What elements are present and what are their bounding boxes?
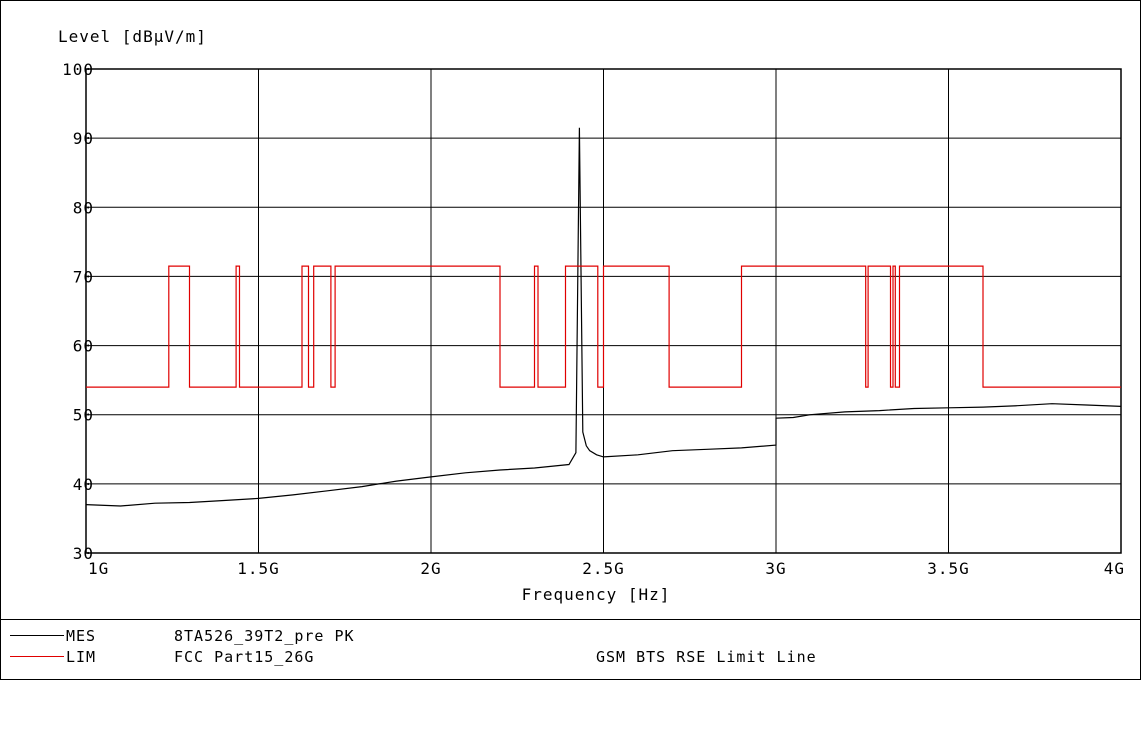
y-tick-label: 50 [73,406,94,425]
lim-legend-swatch [10,656,64,657]
legend-item-mes: MES 8TA526_39T2_pre PK [0,627,354,645]
x-tick-label: 2G [420,559,441,578]
series-line-mes [85,127,1122,507]
legend-divider [0,619,1141,620]
series-line-lim [86,265,1121,388]
y-tick-label: 100 [62,60,94,79]
x-tick-label: 4G [1104,559,1125,578]
lim-legend-note: GSM BTS RSE Limit Line [596,648,817,666]
mes-legend-role: MES [66,627,97,645]
x-tick-label: 3G [765,559,786,578]
y-tick-label: 90 [73,129,94,148]
y-tick-label: 70 [73,267,94,286]
x-tick-label: 2.5G [582,559,625,578]
y-tick-label: 60 [73,337,94,356]
legend-item-lim: LIM FCC Part15_26G GSM BTS RSE Limit Lin… [0,648,816,666]
lim-legend-name: FCC Part15_26G [174,648,315,666]
mes-legend-name: 8TA526_39T2_pre PK [174,627,355,645]
x-axis-title: Frequency [Hz] [522,585,671,604]
level-frequency-chart: Level [dBµV/m] Frequency [Hz] 1G 1.5G 2G 2.… [58,27,1125,604]
mes-legend-swatch [10,635,64,636]
x-tick-label: 1G [88,559,109,578]
x-tick-label: 3.5G [927,559,970,578]
y-tick-label: 30 [73,544,94,563]
x-tick-label: 1.5G [237,559,280,578]
y-tick-label: 40 [73,475,94,494]
lim-legend-role: LIM [66,648,97,666]
y-axis-title: Level [dBµV/m] [58,27,207,46]
y-tick-label: 80 [73,198,94,217]
